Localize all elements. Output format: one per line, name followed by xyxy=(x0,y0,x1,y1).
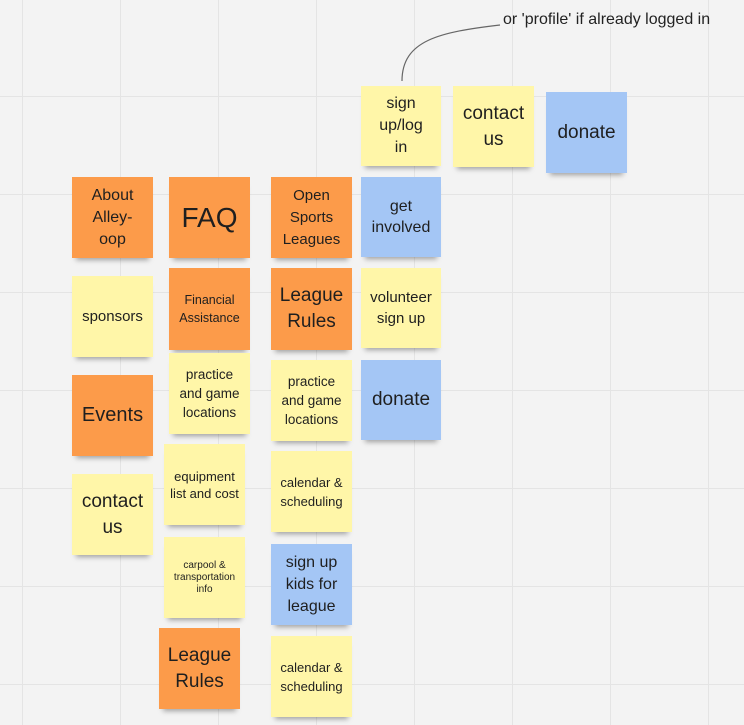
note-open-sports[interactable]: Open Sports Leagues xyxy=(271,177,352,258)
note-get-involved[interactable]: get involved xyxy=(361,177,441,257)
note-contact-us-top[interactable]: contact us xyxy=(453,86,534,167)
note-contact-us-left[interactable]: contact us xyxy=(72,474,153,555)
note-sign-up-kids[interactable]: sign up kids for league xyxy=(271,544,352,625)
note-practice-1[interactable]: practice and game locations xyxy=(169,353,250,434)
note-events[interactable]: Events xyxy=(72,375,153,456)
note-calendar-1[interactable]: calendar & scheduling xyxy=(271,451,352,532)
note-financial[interactable]: Financial Assistance xyxy=(169,268,250,350)
note-practice-2[interactable]: practice and game locations xyxy=(271,360,352,441)
note-equipment[interactable]: equipment list and cost xyxy=(164,444,245,525)
note-league-rules-1[interactable]: League Rules xyxy=(271,268,352,350)
note-carpool[interactable]: carpool & transportation info xyxy=(164,537,245,618)
note-donate-top[interactable]: donate xyxy=(546,92,627,173)
annotation-text: or 'profile' if already logged in xyxy=(503,11,711,28)
note-donate-mid[interactable]: donate xyxy=(361,360,441,440)
note-league-rules-2[interactable]: League Rules xyxy=(159,628,240,709)
note-faq[interactable]: FAQ xyxy=(169,177,250,258)
note-sponsors[interactable]: sponsors xyxy=(72,276,153,357)
note-sign-up[interactable]: sign up/log in xyxy=(361,86,441,166)
note-calendar-2[interactable]: calendar & scheduling xyxy=(271,636,352,717)
note-about[interactable]: About Alley-oop xyxy=(72,177,153,258)
note-volunteer[interactable]: volunteer sign up xyxy=(361,268,441,348)
